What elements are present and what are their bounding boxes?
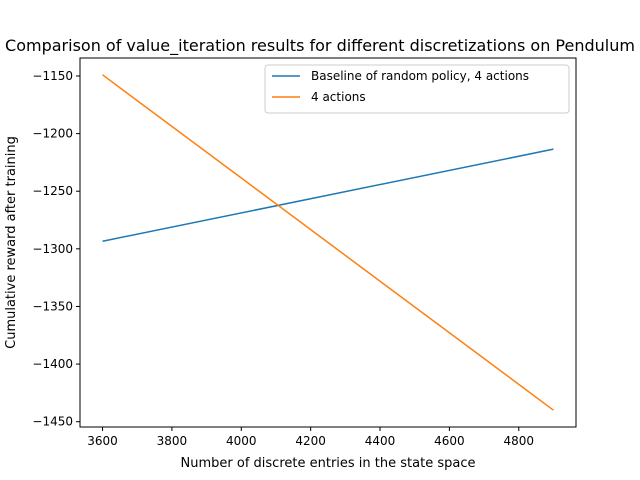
y-tick-label: −1200 <box>32 127 73 141</box>
legend: Baseline of random policy, 4 actions 4 ac… <box>264 64 570 114</box>
series-line-1 <box>102 148 554 242</box>
x-axis-label: Number of discrete entries in the state … <box>181 456 476 471</box>
y-tick-label: −1150 <box>32 69 73 83</box>
x-tick-label: 4000 <box>226 434 257 448</box>
series-layer <box>102 74 554 411</box>
x-tick-label: 3800 <box>157 434 188 448</box>
y-axis-ticks: −1450 −1400 −1350 −1300 −1250 −1200 −1150 <box>32 69 80 429</box>
x-tick-label: 4800 <box>503 434 534 448</box>
y-tick-label: −1250 <box>32 184 73 198</box>
x-tick-label: 4400 <box>365 434 396 448</box>
y-tick-label: −1350 <box>32 299 73 313</box>
x-tick-label: 4200 <box>295 434 326 448</box>
y-axis-label: Cumulative reward after training <box>4 136 19 349</box>
legend-box <box>264 64 570 114</box>
y-tick-label: −1450 <box>32 415 73 429</box>
x-tick-label: 3600 <box>87 434 118 448</box>
chart-title: Comparison of value_iteration results fo… <box>5 36 635 56</box>
legend-label-1: Baseline of random policy, 4 actions <box>311 69 529 83</box>
y-tick-label: −1400 <box>32 357 73 371</box>
x-axis-ticks: 3600 3800 4000 4200 4400 4600 4800 <box>87 427 534 448</box>
plot-frame <box>79 57 577 428</box>
y-tick-label: −1300 <box>32 242 73 256</box>
x-tick-label: 4600 <box>434 434 465 448</box>
series-line-2 <box>102 74 554 411</box>
legend-label-2: 4 actions <box>311 90 366 104</box>
